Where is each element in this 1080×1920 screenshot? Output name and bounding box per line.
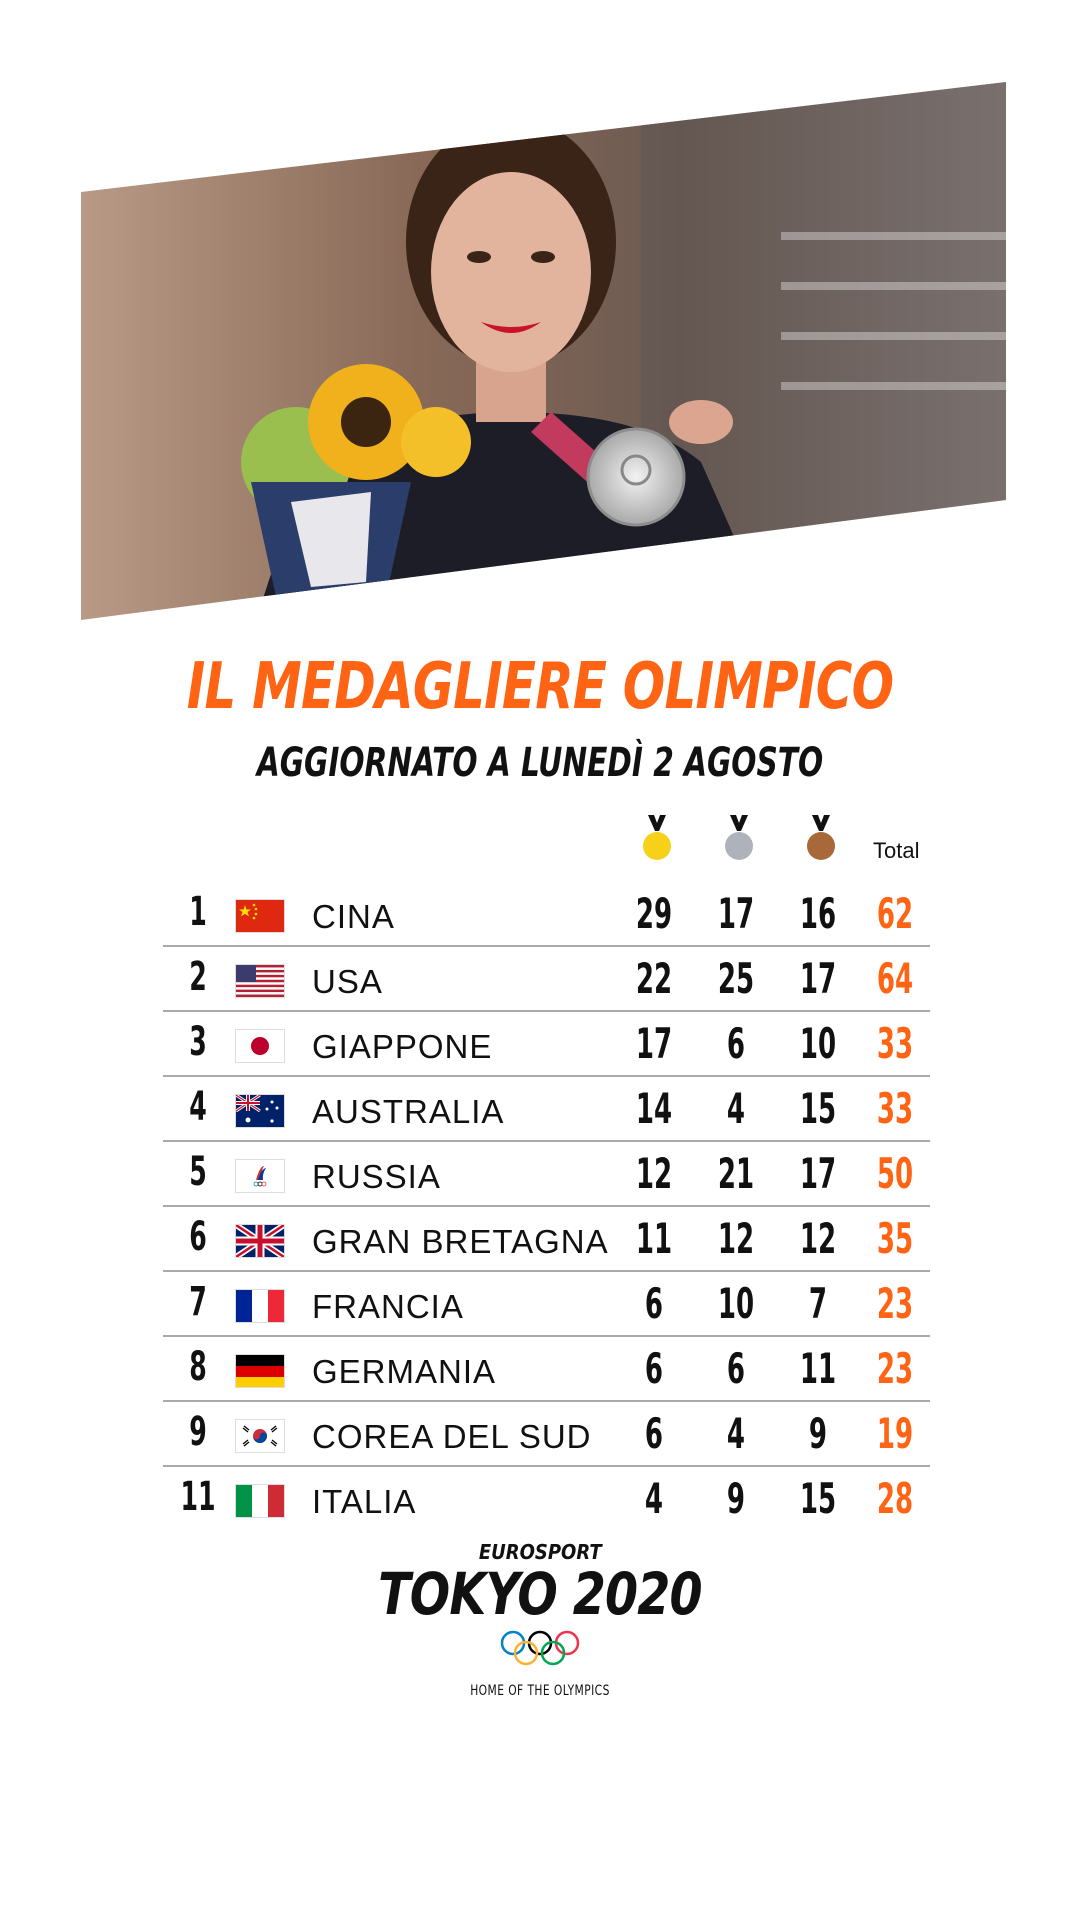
eurosport-tokyo-logo: EUROSPORT TOKYO 2020 xyxy=(0,1540,1080,1666)
rank: 11 xyxy=(180,1474,216,1520)
gold-count: 22 xyxy=(635,954,673,1003)
australia-flag-icon xyxy=(235,1094,285,1128)
rank: 5 xyxy=(189,1149,207,1195)
bronze-count: 16 xyxy=(799,889,837,938)
table-row: 8 GERMANIA 6 6 11 23 xyxy=(163,1338,930,1402)
hero-photo xyxy=(81,82,1006,620)
table-row: 7 FRANCIA 6 10 7 23 xyxy=(163,1273,930,1337)
gold-count: 6 xyxy=(644,1344,664,1393)
table-row: 4 AUSTRALIA 14 4 15 33 xyxy=(163,1078,930,1142)
rank: 8 xyxy=(189,1344,207,1390)
silver-count: 10 xyxy=(717,1279,755,1328)
bronze-disc xyxy=(807,832,835,860)
table-row: 9 COREA DEL SUD 6 4 9 19 xyxy=(163,1403,930,1467)
gold-count: 6 xyxy=(644,1279,664,1328)
athlete-with-silver-medal-image xyxy=(81,82,1006,620)
total-count: 28 xyxy=(876,1474,914,1523)
table-row: 6 GRAN BRETAGNA 11 12 12 35 xyxy=(163,1208,930,1272)
table-row: 11 ITALIA 4 9 15 28 xyxy=(163,1468,930,1530)
roc-flag-icon xyxy=(235,1159,285,1193)
italy-flag-icon xyxy=(235,1484,285,1518)
gold-count: 14 xyxy=(635,1084,673,1133)
table-row: 1 CINA 29 17 16 62 xyxy=(163,883,930,947)
total-count: 50 xyxy=(876,1149,914,1198)
bronze-count: 9 xyxy=(808,1409,828,1458)
total-count: 33 xyxy=(876,1084,914,1133)
country-name: GERMANIA xyxy=(312,1353,497,1390)
brand-name: EUROSPORT xyxy=(478,1540,602,1564)
rank: 1 xyxy=(189,889,207,935)
south-korea-flag-icon xyxy=(235,1419,285,1453)
rank: 4 xyxy=(189,1084,207,1130)
page-subtitle: AGGIORNATO A LUNEDÌ 2 AGOSTO xyxy=(256,740,824,786)
country-name: GRAN BRETAGNA xyxy=(312,1223,609,1260)
table-row: 3 GIAPPONE 17 6 10 33 xyxy=(163,1013,930,1077)
rank: 9 xyxy=(189,1409,207,1455)
country-name: COREA DEL SUD xyxy=(312,1418,592,1455)
total-column-header: Total xyxy=(873,838,920,863)
silver-count: 4 xyxy=(726,1409,746,1458)
gold-medal-icon xyxy=(642,815,672,860)
bronze-count: 15 xyxy=(799,1474,837,1523)
bronze-count: 11 xyxy=(799,1344,837,1393)
silver-count: 12 xyxy=(717,1214,755,1263)
silver-count: 4 xyxy=(726,1084,746,1133)
gold-count: 11 xyxy=(635,1214,673,1263)
silver-count: 17 xyxy=(717,889,755,938)
usa-flag-icon xyxy=(235,964,285,998)
table-row: 2 USA 22 25 17 64 xyxy=(163,948,930,1012)
bronze-count: 15 xyxy=(799,1084,837,1133)
bronze-count: 17 xyxy=(799,954,837,1003)
gold-count: 17 xyxy=(635,1019,673,1068)
total-count: 35 xyxy=(876,1214,914,1263)
total-count: 62 xyxy=(876,889,914,938)
gold-count: 4 xyxy=(644,1474,664,1523)
total-count: 23 xyxy=(876,1344,914,1393)
page-title: IL MEDAGLIERE OLIMPICO xyxy=(186,650,894,724)
silver-count: 9 xyxy=(726,1474,746,1523)
country-name: CINA xyxy=(312,898,395,935)
france-flag-icon xyxy=(235,1289,285,1323)
great-britain-flag-icon xyxy=(235,1224,285,1258)
gold-count: 6 xyxy=(644,1409,664,1458)
country-name: GIAPPONE xyxy=(312,1028,493,1065)
bronze-medal-icon xyxy=(806,815,836,860)
china-flag-icon xyxy=(235,899,285,933)
rank: 2 xyxy=(189,954,207,1000)
total-count: 23 xyxy=(876,1279,914,1328)
silver-count: 6 xyxy=(726,1019,746,1068)
country-name: FRANCIA xyxy=(312,1288,464,1325)
silver-count: 6 xyxy=(726,1344,746,1393)
gold-count: 29 xyxy=(635,889,673,938)
tagline: HOME OF THE OLYMPICS xyxy=(470,1683,610,1699)
bronze-count: 17 xyxy=(799,1149,837,1198)
bronze-count: 12 xyxy=(799,1214,837,1263)
silver-count: 25 xyxy=(717,954,755,1003)
bronze-count: 7 xyxy=(808,1279,828,1328)
rank: 6 xyxy=(189,1214,207,1260)
event-name: TOKYO 2020 xyxy=(378,1560,702,1628)
country-name: AUSTRALIA xyxy=(312,1093,505,1130)
country-name: RUSSIA xyxy=(312,1158,441,1195)
silver-disc xyxy=(725,832,753,860)
country-name: ITALIA xyxy=(312,1483,417,1520)
silver-count: 21 xyxy=(717,1149,755,1198)
olympic-rings-icon xyxy=(500,1630,580,1666)
bronze-count: 10 xyxy=(799,1019,837,1068)
gold-disc xyxy=(643,832,671,860)
gold-count: 12 xyxy=(635,1149,673,1198)
table-row: 5 RUSSIA 12 21 17 50 xyxy=(163,1143,930,1207)
silver-medal-icon xyxy=(724,815,754,860)
total-count: 19 xyxy=(876,1409,914,1458)
country-name: USA xyxy=(312,963,383,1000)
total-count: 64 xyxy=(876,954,914,1003)
medal-table: 1 CINA 29 17 16 62 2 USA 22 25 17 64 3 GIAPPONE 17 6 10 3… xyxy=(163,883,930,1531)
total-count: 33 xyxy=(876,1019,914,1068)
rank: 3 xyxy=(189,1019,207,1065)
japan-flag-icon xyxy=(235,1029,285,1063)
rank: 7 xyxy=(189,1279,207,1325)
germany-flag-icon xyxy=(235,1354,285,1388)
